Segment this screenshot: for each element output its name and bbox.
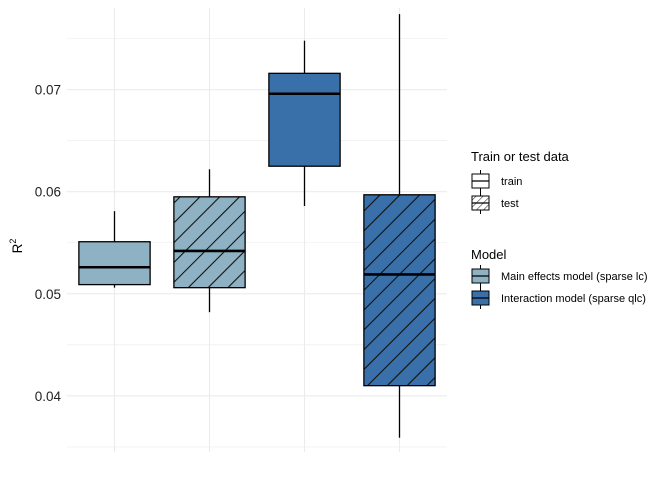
box-train bbox=[78, 241, 151, 286]
y-tick-label: 0.07 bbox=[35, 83, 61, 98]
legend-label-model: Main effects model (sparse lc) bbox=[501, 271, 648, 283]
y-axis: 0.04 0.05 0.06 0.07 R2 bbox=[8, 83, 61, 404]
box-test bbox=[363, 194, 436, 387]
legend-label-test: test bbox=[501, 198, 519, 210]
y-tick-label: 0.06 bbox=[35, 185, 61, 200]
box-test bbox=[173, 196, 246, 289]
box-train bbox=[268, 72, 341, 167]
legend-label-model: Interaction model (sparse qlc) bbox=[501, 293, 646, 305]
legend: Train or test data train test Model Main eff… bbox=[471, 149, 648, 309]
legend-label-train: train bbox=[501, 176, 522, 188]
legend-title-data: Train or test data bbox=[471, 149, 570, 164]
y-axis-title: R2 bbox=[8, 239, 25, 254]
y-tick-label: 0.04 bbox=[35, 389, 62, 404]
y-tick-label: 0.05 bbox=[35, 287, 61, 302]
boxes bbox=[78, 14, 436, 438]
legend-title-model: Model bbox=[471, 247, 507, 262]
